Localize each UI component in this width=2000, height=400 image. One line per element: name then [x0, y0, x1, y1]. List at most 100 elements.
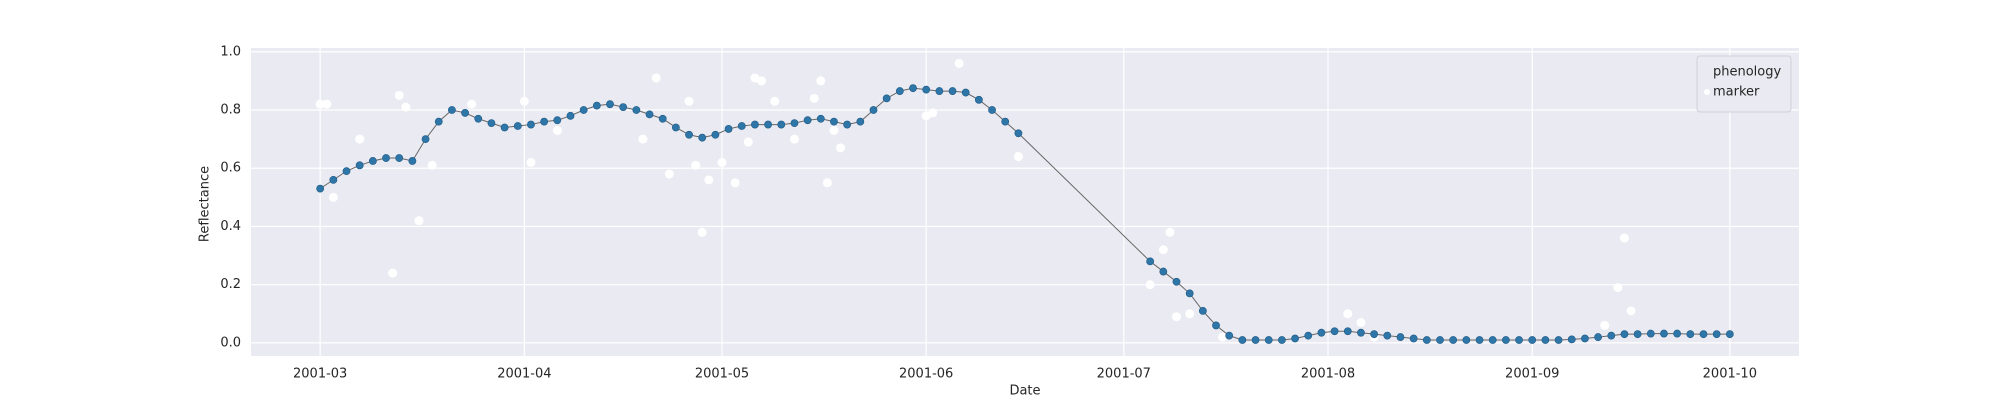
line-point — [737, 122, 746, 130]
scatter-point — [1619, 233, 1629, 243]
line-point — [1383, 331, 1392, 340]
scatter-point — [1165, 227, 1175, 237]
line-point — [1554, 336, 1563, 344]
line-point — [711, 130, 720, 139]
line-point — [513, 122, 522, 130]
line-point — [1488, 336, 1497, 344]
line-point — [1330, 327, 1339, 336]
scatter-point — [1158, 245, 1168, 255]
scatter-point — [315, 99, 325, 109]
scatter-point — [1218, 332, 1228, 342]
x-tick-label: 2001-06 — [899, 367, 953, 382]
line-point — [764, 120, 772, 129]
scatter-point — [388, 268, 398, 278]
scatter-point — [401, 102, 411, 112]
line-point — [1278, 336, 1286, 344]
line-point — [540, 117, 549, 126]
line-point — [1198, 306, 1207, 315]
scatter-point — [730, 178, 740, 188]
line-point — [1594, 333, 1602, 341]
y-axis-label: Reflectance — [198, 166, 213, 242]
line-point — [579, 106, 588, 114]
line-point — [1014, 129, 1023, 138]
scatter-point — [1185, 309, 1195, 319]
line-point — [698, 133, 707, 142]
line-point — [790, 119, 799, 128]
scatter-point — [822, 178, 832, 188]
line-point — [1515, 336, 1523, 344]
line-point — [1541, 336, 1550, 344]
line-point — [355, 161, 364, 170]
line-point — [724, 125, 733, 133]
line-point — [1725, 330, 1734, 339]
line-point — [974, 95, 983, 104]
line-point — [382, 154, 390, 162]
line-point — [1212, 321, 1220, 330]
scatter-point — [789, 134, 799, 144]
scatter-point — [770, 96, 780, 106]
line-point — [948, 87, 957, 95]
line-point — [843, 120, 852, 129]
scatter-point — [552, 125, 562, 135]
scatter-point — [1613, 283, 1623, 293]
line-point — [1185, 289, 1194, 298]
line-point — [685, 130, 693, 139]
x-tick-label: 2001-09 — [1505, 367, 1559, 382]
line-point — [487, 119, 496, 128]
scatter-point — [743, 137, 753, 147]
line-point — [1409, 334, 1418, 343]
line-point — [1699, 330, 1708, 339]
line-point — [474, 114, 483, 123]
line-point — [1304, 331, 1313, 340]
scatter-point — [1145, 280, 1155, 290]
line-point — [1581, 334, 1589, 343]
line-point — [882, 94, 891, 103]
line-point — [1343, 327, 1352, 336]
scatter-point — [1600, 320, 1610, 330]
y-tick-label: 0.0 — [220, 335, 241, 350]
scatter-point — [322, 99, 332, 109]
line-point — [368, 157, 377, 165]
line-point — [1225, 331, 1234, 340]
scatter-point — [328, 192, 338, 202]
scatter-point — [829, 125, 839, 135]
y-tick-label: 0.4 — [220, 219, 241, 234]
line-point — [1422, 336, 1431, 344]
line-point — [1633, 330, 1642, 339]
line-point — [1660, 329, 1668, 338]
scatter-point — [954, 58, 964, 68]
line-point — [895, 87, 904, 95]
line-point — [329, 175, 338, 184]
line-point — [922, 85, 931, 94]
x-tick-label: 2001-10 — [1703, 367, 1757, 382]
scatter-point — [355, 134, 365, 144]
line-point — [1436, 336, 1444, 344]
x-tick-label: 2001-07 — [1097, 367, 1151, 382]
line-point — [1567, 335, 1576, 344]
line-point — [856, 117, 865, 126]
scatter-point — [664, 169, 674, 179]
line-point — [421, 135, 430, 144]
line-point — [816, 114, 825, 123]
scatter-point — [836, 143, 846, 153]
scatter-point — [651, 73, 661, 83]
legend-label: marker — [1713, 85, 1760, 100]
line-point — [448, 106, 456, 114]
line-point — [1528, 336, 1537, 344]
y-tick-label: 1.0 — [220, 44, 241, 59]
x-tick-label: 2001-03 — [293, 367, 347, 382]
line-point — [1001, 117, 1010, 126]
scatter-point — [928, 108, 938, 118]
x-axis-label: Date — [1009, 384, 1040, 399]
line-point — [1396, 333, 1405, 341]
line-point — [988, 106, 996, 114]
x-tick-label: 2001-05 — [695, 367, 749, 382]
line-point — [803, 116, 812, 125]
line-point — [1449, 336, 1458, 344]
scatter-point — [638, 134, 648, 144]
scatter-point — [519, 96, 529, 106]
line-point — [751, 120, 759, 129]
line-point — [1673, 329, 1682, 338]
line-point — [1501, 336, 1510, 344]
line-point — [592, 101, 601, 110]
